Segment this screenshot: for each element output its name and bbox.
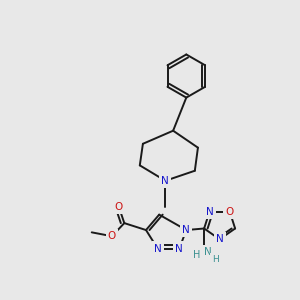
- Text: N: N: [216, 234, 224, 244]
- Text: H: H: [193, 250, 200, 260]
- Text: O: O: [226, 207, 234, 217]
- Text: N: N: [182, 225, 190, 235]
- Text: H: H: [212, 255, 219, 264]
- Text: N: N: [154, 244, 161, 254]
- Text: O: O: [115, 202, 123, 212]
- Text: N: N: [161, 176, 169, 186]
- Text: N: N: [204, 247, 212, 256]
- Text: O: O: [108, 231, 116, 241]
- Text: N: N: [176, 244, 183, 254]
- Text: N: N: [206, 207, 213, 217]
